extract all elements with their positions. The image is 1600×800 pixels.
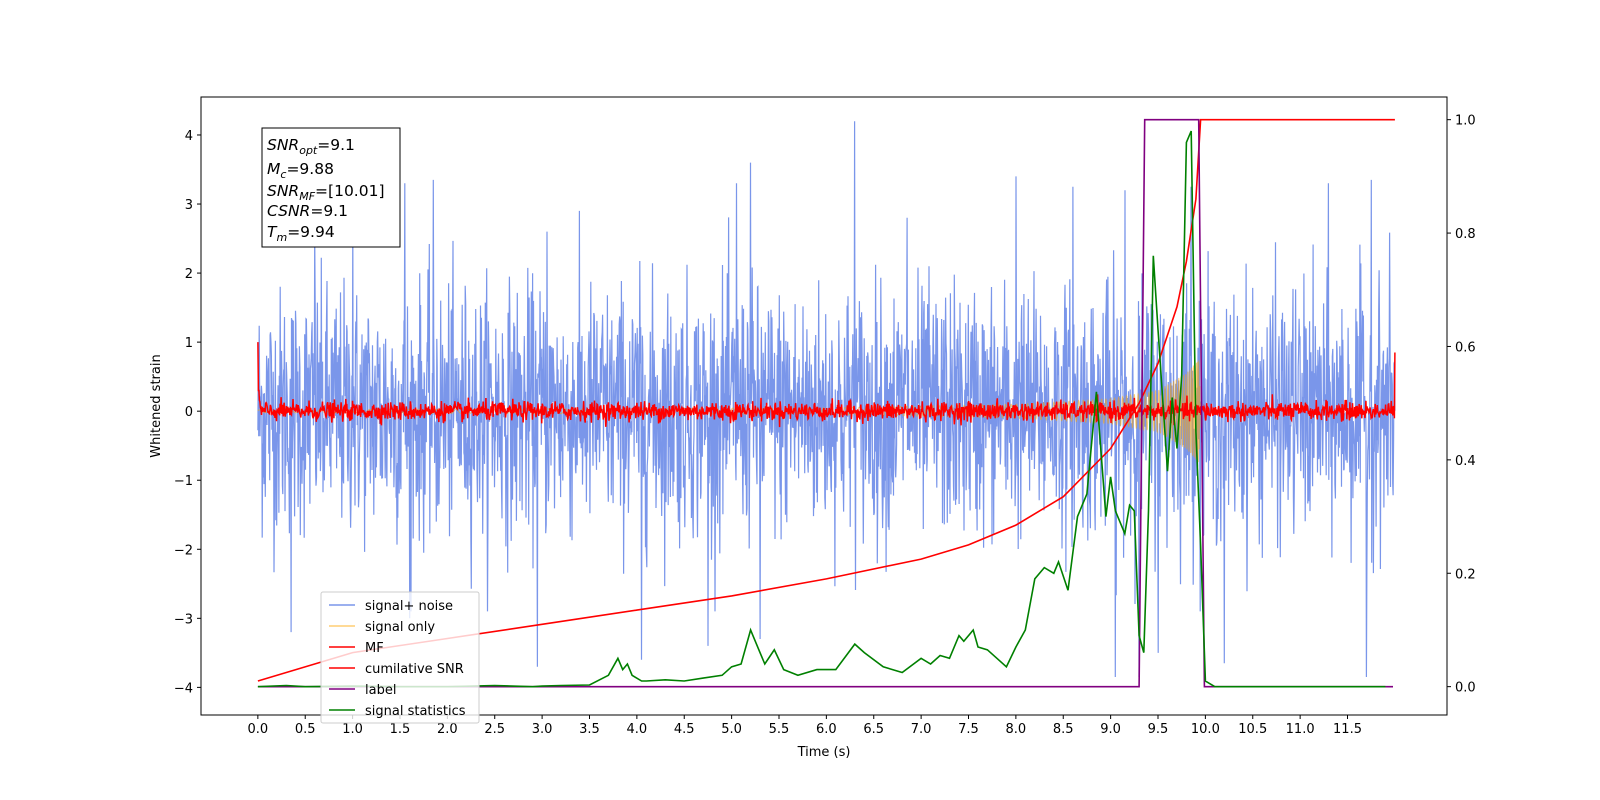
- axes-frame: [200, 96, 1448, 716]
- x-tick-label: 4.0: [627, 722, 648, 737]
- y-axis-label: Whitened strain: [149, 354, 164, 457]
- y-tick-label: −1: [174, 474, 193, 489]
- y-tick-label: −3: [174, 612, 193, 627]
- x-tick-label: 2.0: [437, 722, 458, 737]
- x-tick-label: 5.5: [769, 722, 790, 737]
- x-tick-label: 1.0: [342, 722, 363, 737]
- x-tick-label: 3.5: [579, 722, 600, 737]
- x-tick-label: 7.5: [958, 722, 979, 737]
- y2-tick-label: 0.6: [1455, 340, 1476, 355]
- x-tick-label: 6.0: [816, 722, 837, 737]
- x-tick-label: 8.5: [1053, 722, 1074, 737]
- x-tick-label: 4.5: [674, 722, 695, 737]
- series-cumulative-snr: [257, 118, 1395, 682]
- legend-label-signal-noise: signal+ noise: [365, 599, 453, 614]
- annotation-box: SNRopt=9.1 Mc=9.88 SNRMF=[10.01] CSNR=9.…: [261, 127, 401, 248]
- x-tick-label: 10.5: [1238, 722, 1267, 737]
- y-tick-label: 2: [185, 267, 193, 282]
- x-tick-label: 7.0: [911, 722, 932, 737]
- annotation-tm: Tm=9.94: [267, 223, 335, 244]
- x-tick-label: 9.5: [1148, 722, 1169, 737]
- x-axis-label: Time (s): [797, 745, 851, 760]
- y2-tick-label: 0.8: [1455, 227, 1476, 242]
- legend-box: [320, 591, 480, 724]
- legend-label-signal-statistics: signal statistics: [365, 704, 466, 719]
- series-signal-statistics: [257, 130, 1386, 688]
- x-tick-label: 1.5: [390, 722, 411, 737]
- x-tick-label: 11.5: [1333, 722, 1362, 737]
- plot-area: [257, 118, 1396, 688]
- y2-tick-label: 0.4: [1455, 454, 1476, 469]
- y-tick-label: 4: [185, 129, 193, 144]
- y-tick-label: −2: [174, 543, 193, 558]
- x-tick-label: 6.5: [863, 722, 884, 737]
- legend-label-mf: MF: [365, 641, 384, 656]
- y-axis-left: 4 3 2 1 0 −1 −2 −3 −4: [174, 129, 201, 696]
- y-tick-label: 1: [185, 336, 193, 351]
- x-tick-label: 0.0: [248, 722, 269, 737]
- x-tick-label: 10.0: [1191, 722, 1220, 737]
- x-tick-label: 2.5: [484, 722, 505, 737]
- annotation-csnr: CSNR=9.1: [267, 202, 348, 220]
- x-axis: 0.0 0.5 1.0 1.5 2.0 2.5 3.0 3.5 4.0 4.5 5.0 5.5 6.0 6…: [248, 715, 1362, 737]
- annotation-snr-opt: SNRopt=9.1: [267, 136, 355, 157]
- legend-label-signal-only: signal only: [365, 620, 435, 635]
- annotation-snr-mf: SNRMF=[10.01]: [267, 182, 385, 203]
- y2-tick-label: 1.0: [1455, 114, 1476, 129]
- x-tick-label: 5.0: [721, 722, 742, 737]
- y-tick-label: 0: [185, 405, 193, 420]
- x-tick-label: 9.0: [1100, 722, 1121, 737]
- y-tick-label: 3: [185, 198, 193, 213]
- legend: signal+ noise signal only MF cumilative …: [320, 591, 480, 724]
- x-tick-label: 11.0: [1286, 722, 1315, 737]
- x-tick-label: 0.5: [295, 722, 316, 737]
- legend-label-cumulative-snr: cumilative SNR: [365, 662, 464, 677]
- y2-tick-label: 0.0: [1455, 681, 1476, 696]
- series-mf: [257, 342, 1396, 428]
- series-signal-noise: [257, 121, 1396, 678]
- y-axis-right: 1.0 0.8 0.6 0.4 0.2 0.0: [1447, 114, 1476, 696]
- y2-tick-label: 0.2: [1455, 567, 1476, 582]
- y-tick-label: −4: [174, 681, 193, 696]
- x-tick-label: 3.0: [532, 722, 553, 737]
- x-tick-label: 8.0: [1006, 722, 1027, 737]
- legend-label-label: label: [365, 683, 396, 698]
- annotation-mc: Mc=9.88: [267, 160, 334, 181]
